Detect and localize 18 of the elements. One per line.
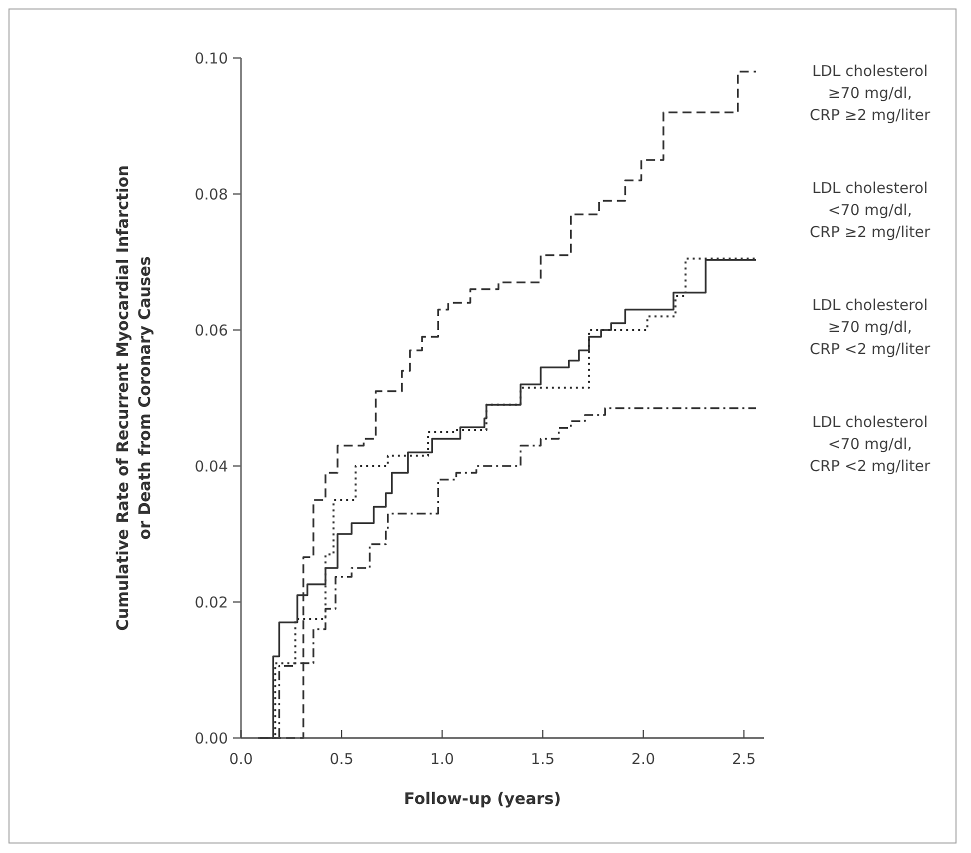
x-tick-label: 2.0 [631,750,656,768]
x-axis-title: Follow-up (years) [404,789,562,808]
y-tick-label: 0.06 [194,321,228,340]
x-tick-label: 1.5 [530,750,555,768]
y-tick-label: 0.08 [194,185,228,204]
text: LDL cholesterol <70 mg/dl, CRP <2 mg/liter [810,413,932,475]
y-tick-label: 0.02 [194,593,228,612]
y-tick-label: 0.10 [194,49,228,68]
x-tick-label: 2.5 [732,750,756,768]
text: LDL cholesterol <70 mg/dl, CRP ≥2 mg/liter [810,179,932,241]
x-tick-label: 1.0 [430,750,454,768]
y-tick-label: 0.00 [194,729,228,748]
text: LDL cholesterol ≥70 mg/dl, CRP <2 mg/liter [810,296,932,358]
x-tick-label: 0.0 [229,750,253,768]
y-tick-label: 0.04 [194,457,228,476]
y-axis-title: Cumulative Rate of Recurrent Myocardial Infarction or Death from Coronary Causes [113,165,154,631]
text: LDL cholesterol ≥70 mg/dl, CRP ≥2 mg/liter [810,62,932,124]
x-tick-label: 0.5 [330,750,354,768]
